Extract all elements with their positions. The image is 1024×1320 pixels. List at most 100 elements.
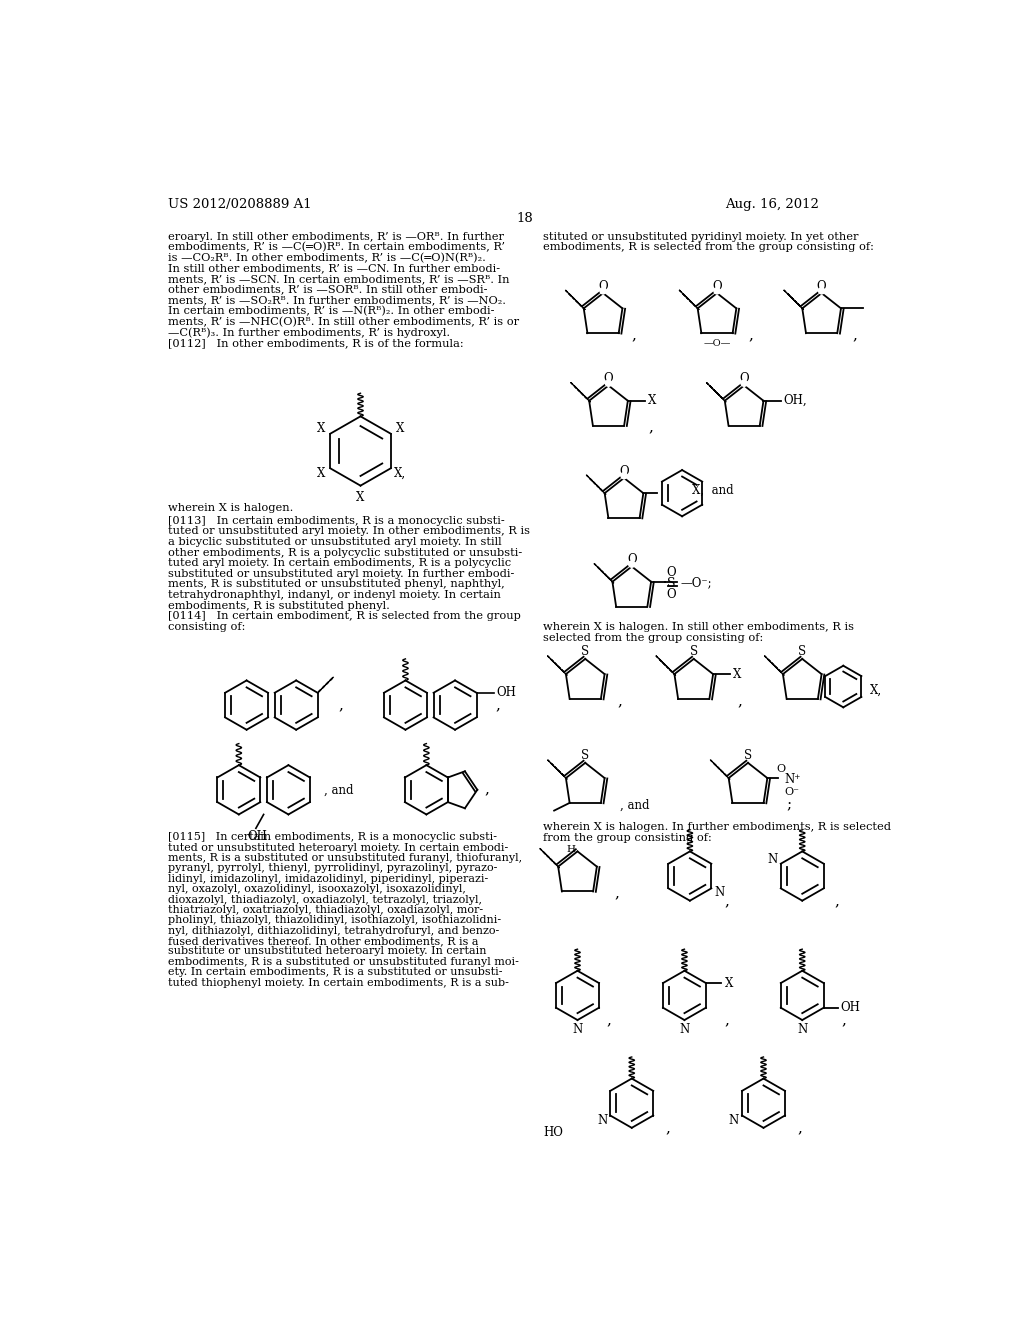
Text: ,: , xyxy=(614,887,620,900)
Text: X: X xyxy=(356,491,365,504)
Text: N: N xyxy=(679,1023,689,1036)
Text: N: N xyxy=(597,1114,607,1127)
Text: tuted aryl moiety. In certain embodiments, R is a polycyclic: tuted aryl moiety. In certain embodiment… xyxy=(168,558,511,568)
Text: O: O xyxy=(739,372,749,385)
Text: O: O xyxy=(667,566,676,579)
Text: substitute or unsubstituted heteroaryl moiety. In certain: substitute or unsubstituted heteroaryl m… xyxy=(168,946,486,957)
Text: tuted thiophenyl moiety. In certain embodiments, R is a sub-: tuted thiophenyl moiety. In certain embo… xyxy=(168,978,509,987)
Text: pyranyl, pyrrolyl, thienyl, pyrrolidinyl, pyrazolinyl, pyrazo-: pyranyl, pyrrolyl, thienyl, pyrrolidinyl… xyxy=(168,863,498,874)
Text: embodiments, R’ is —C(═O)Rᴮ. In certain embodiments, R’: embodiments, R’ is —C(═O)Rᴮ. In certain … xyxy=(168,242,505,252)
Text: S: S xyxy=(582,750,590,763)
Text: OH: OH xyxy=(248,829,267,842)
Circle shape xyxy=(741,380,748,387)
Text: ,: , xyxy=(607,1014,611,1028)
Circle shape xyxy=(600,288,606,294)
Text: nyl, oxazolyl, oxazolidinyl, isooxazolyl, isoxazolidinyl,: nyl, oxazolyl, oxazolidinyl, isooxazolyl… xyxy=(168,884,466,894)
Text: OH,: OH, xyxy=(783,395,807,408)
Text: ,: , xyxy=(484,783,489,797)
Circle shape xyxy=(714,288,720,294)
Text: X: X xyxy=(648,395,656,408)
Text: O: O xyxy=(777,764,785,774)
Text: O: O xyxy=(604,372,613,385)
Text: [0115]   In certain embodiments, R is a monocyclic substi-: [0115] In certain embodiments, R is a mo… xyxy=(168,832,498,842)
Text: wherein X is halogen. In further embodiments, R is selected: wherein X is halogen. In further embodim… xyxy=(544,822,892,832)
Circle shape xyxy=(621,473,627,479)
Text: [0114]   In certain embodiment, R is selected from the group: [0114] In certain embodiment, R is selec… xyxy=(168,611,521,622)
Text: ments, R’ is —SCN. In certain embodiments, R’ is —SRᴮ. In: ments, R’ is —SCN. In certain embodiment… xyxy=(168,275,510,284)
Text: X,: X, xyxy=(394,467,407,480)
Text: ,: , xyxy=(632,329,637,342)
Text: from the group consisting of:: from the group consisting of: xyxy=(544,833,712,842)
Text: —C(Rᴮ)₃. In further embodiments, R’ is hydroxyl.: —C(Rᴮ)₃. In further embodiments, R’ is h… xyxy=(168,327,451,338)
Text: other embodiments, R’ is —SORᴮ. In still other embodi-: other embodiments, R’ is —SORᴮ. In still… xyxy=(168,285,487,294)
Text: O: O xyxy=(627,553,637,566)
Text: N: N xyxy=(797,1023,807,1036)
Text: S: S xyxy=(582,645,590,659)
Text: S: S xyxy=(690,645,697,659)
Text: X: X xyxy=(725,977,733,990)
Text: tuted or unsubstituted heteroaryl moiety. In certain embodi-: tuted or unsubstituted heteroaryl moiety… xyxy=(168,842,509,853)
Text: ments, R is a substituted or unsubstituted furanyl, thiofuranyl,: ments, R is a substituted or unsubstitut… xyxy=(168,853,522,863)
Text: is —CO₂Rᴮ. In other embodiments, R’ is —C(═O)N(Rᴮ)₂.: is —CO₂Rᴮ. In other embodiments, R’ is —… xyxy=(168,253,486,263)
Text: , and: , and xyxy=(324,784,353,797)
Text: X,  and: X, and xyxy=(692,483,734,496)
Text: S: S xyxy=(667,577,676,590)
Text: dioxazolyl, thiadiazolyl, oxadiazolyl, tetrazolyl, triazolyl,: dioxazolyl, thiadiazolyl, oxadiazolyl, t… xyxy=(168,895,482,904)
Text: N: N xyxy=(715,887,725,899)
Text: —O⁻;: —O⁻; xyxy=(681,577,712,590)
Text: ety. In certain embodiments, R is a substituted or unsubsti-: ety. In certain embodiments, R is a subs… xyxy=(168,968,503,977)
Text: H: H xyxy=(567,845,575,854)
Text: N: N xyxy=(572,1023,583,1036)
Text: other embodiments, R is a polycyclic substituted or unsubsti-: other embodiments, R is a polycyclic sub… xyxy=(168,548,522,557)
Text: O: O xyxy=(667,587,676,601)
Text: wherein X is halogen.: wherein X is halogen. xyxy=(168,503,294,513)
Text: embodiments, R is selected from the group consisting of:: embodiments, R is selected from the grou… xyxy=(544,242,874,252)
Text: ,: , xyxy=(738,694,742,708)
Text: Aug. 16, 2012: Aug. 16, 2012 xyxy=(725,198,818,211)
Text: O: O xyxy=(620,465,629,478)
Text: embodiments, R is substituted phenyl.: embodiments, R is substituted phenyl. xyxy=(168,601,390,611)
Text: —O—: —O— xyxy=(703,339,731,348)
Text: X: X xyxy=(316,467,325,480)
Text: ,: , xyxy=(617,694,623,708)
Text: embodiments, R is a substituted or unsubstituted furanyl moi-: embodiments, R is a substituted or unsub… xyxy=(168,957,519,966)
Text: [0112]   In other embodiments, R is of the formula:: [0112] In other embodiments, R is of the… xyxy=(168,338,464,347)
Text: N⁺: N⁺ xyxy=(784,774,801,787)
Text: X: X xyxy=(316,422,325,434)
Text: ments, R’ is —SO₂Rᴮ. In further embodiments, R’ is —NO₂.: ments, R’ is —SO₂Rᴮ. In further embodime… xyxy=(168,296,506,305)
Text: ,: , xyxy=(841,1014,846,1028)
Text: [0113]   In certain embodiments, R is a monocyclic substi-: [0113] In certain embodiments, R is a mo… xyxy=(168,516,505,525)
Text: ;: ; xyxy=(786,799,792,812)
Circle shape xyxy=(818,288,824,294)
Text: substituted or unsubstituted aryl moiety. In further embodi-: substituted or unsubstituted aryl moiety… xyxy=(168,569,515,578)
Text: ,: , xyxy=(725,1014,730,1028)
Text: tuted or unsubstituted aryl moiety. In other embodiments, R is: tuted or unsubstituted aryl moiety. In o… xyxy=(168,527,530,536)
Text: ,: , xyxy=(725,895,730,908)
Text: O: O xyxy=(817,280,826,293)
Circle shape xyxy=(605,380,611,387)
Text: X: X xyxy=(396,422,404,434)
Text: , and: , and xyxy=(621,799,649,812)
Text: O⁻: O⁻ xyxy=(784,787,800,797)
Text: 18: 18 xyxy=(516,213,534,226)
Text: ,: , xyxy=(649,421,653,434)
Text: ments, R is substituted or unsubstituted phenyl, naphthyl,: ments, R is substituted or unsubstituted… xyxy=(168,579,505,590)
Text: ,: , xyxy=(666,1122,671,1135)
Text: tetrahydronaphthyl, indanyl, or indenyl moiety. In certain: tetrahydronaphthyl, indanyl, or indenyl … xyxy=(168,590,501,601)
Text: In still other embodiments, R’ is —CN. In further embodi-: In still other embodiments, R’ is —CN. I… xyxy=(168,264,501,273)
Text: In certain embodiments, R’ is —N(Rᴮ)₂. In other embodi-: In certain embodiments, R’ is —N(Rᴮ)₂. I… xyxy=(168,306,495,317)
Text: ,: , xyxy=(853,329,857,342)
Text: eroaryl. In still other embodiments, R’ is —ORᴮ. In further: eroaryl. In still other embodiments, R’ … xyxy=(168,231,504,242)
Text: thiatriazolyl, oxatriazolyl, thiadiazolyl, oxadiazolyl, mor-: thiatriazolyl, oxatriazolyl, thiadiazoly… xyxy=(168,906,483,915)
Text: ments, R’ is —NHC(O)Rᴮ. In still other embodiments, R’ is or: ments, R’ is —NHC(O)Rᴮ. In still other e… xyxy=(168,317,519,327)
Text: selected from the group consisting of:: selected from the group consisting of: xyxy=(544,632,764,643)
Text: HO: HO xyxy=(544,1126,563,1139)
Circle shape xyxy=(629,561,635,568)
Text: N: N xyxy=(768,853,778,866)
Text: lidinyl, imidazolinyl, imidazolidinyl, piperidinyl, piperazi-: lidinyl, imidazolinyl, imidazolidinyl, p… xyxy=(168,874,488,883)
Text: S: S xyxy=(798,645,806,659)
Text: nyl, dithiazolyl, dithiazolidinyl, tetrahydrofuryl, and benzo-: nyl, dithiazolyl, dithiazolidinyl, tetra… xyxy=(168,925,500,936)
Text: ,: , xyxy=(835,895,840,908)
Text: S: S xyxy=(744,750,752,763)
Text: ,: , xyxy=(338,698,343,711)
